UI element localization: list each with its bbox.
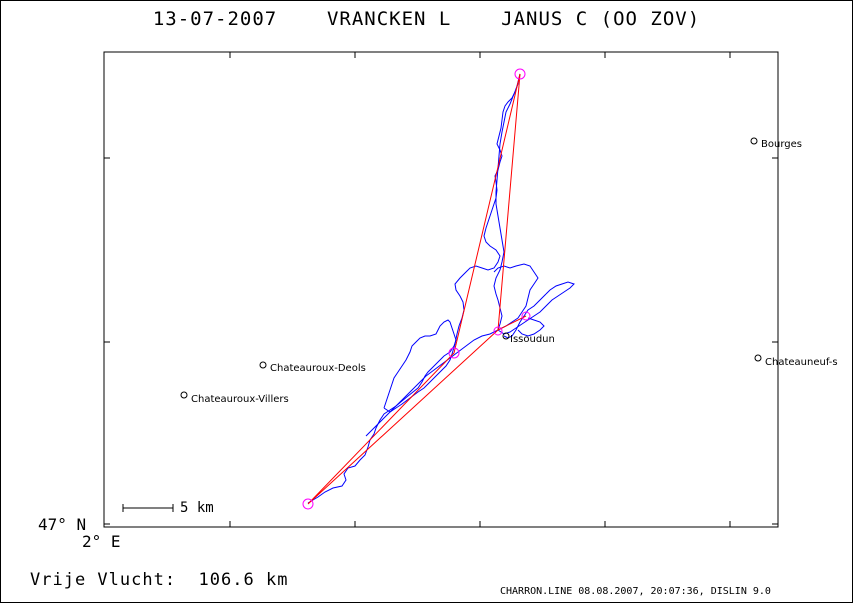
- track-segment: [307, 319, 457, 504]
- turnpoint-icon: [514, 68, 526, 80]
- footer-info: CHARRON.LINE 08.08.2007, 20:07:36, DISLI…: [500, 586, 771, 597]
- track-segment: [493, 263, 539, 331]
- turnpoint-icon: [521, 311, 531, 321]
- track-segment: [497, 281, 575, 335]
- map-frame: [103, 51, 779, 528]
- gps-track: [307, 73, 575, 504]
- pilot-name: VRANCKEN L: [326, 8, 452, 30]
- task-line: [307, 73, 527, 505]
- place-label-bourges: Bourges: [761, 139, 802, 150]
- flight-date: 13-07-2007: [152, 8, 278, 30]
- track-segment: [365, 329, 499, 437]
- turnpoint-icon: [448, 347, 460, 359]
- latitude-label: 47° N: [38, 515, 87, 534]
- scale-bar: [122, 504, 174, 512]
- track-segment: [503, 293, 547, 339]
- turnpoints: [302, 68, 531, 510]
- track-segment: [451, 73, 521, 355]
- scale-bar-label: 5 km: [180, 500, 214, 516]
- distance-value: 106.6 km: [198, 570, 289, 590]
- place-bourges-icon: [750, 137, 758, 145]
- place-label-chateauneuf: Chateauneuf-s: [765, 357, 838, 368]
- track-segment: [493, 73, 521, 331]
- task-segment: [497, 315, 527, 331]
- task-segment: [307, 73, 521, 505]
- track-segment: [517, 317, 545, 337]
- flight-title: 13-07-2007 VRANCKEN L JANUS C (OO ZOV): [0, 8, 853, 30]
- place-chateauneuf-icon: [754, 354, 762, 362]
- place-markers: [180, 137, 762, 399]
- place-chateauroux-villers-icon: [180, 391, 188, 399]
- place-label-chateauroux-deols: Chateauroux-Deols: [270, 363, 366, 374]
- track-segment: [383, 353, 453, 413]
- distance-label: Vrije Vlucht:: [30, 570, 177, 590]
- place-chateauroux-deols-icon: [259, 361, 267, 369]
- axis-ticks: [104, 52, 778, 527]
- place-label-issoudun: Issoudun: [510, 334, 555, 345]
- place-issoudun-icon: [502, 332, 510, 340]
- place-label-chateauroux-villers: Chateauroux-Villers: [191, 394, 289, 405]
- turnpoint-start-icon: [302, 498, 314, 510]
- glider-name: JANUS C (OO ZOV): [501, 8, 701, 30]
- turnpoint-icon: [493, 326, 503, 336]
- longitude-label: 2° E: [82, 532, 121, 551]
- distance-summary: Vrije Vlucht: 106.6 km: [30, 570, 288, 590]
